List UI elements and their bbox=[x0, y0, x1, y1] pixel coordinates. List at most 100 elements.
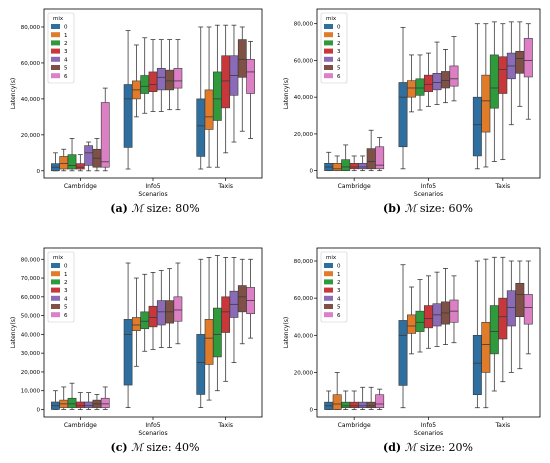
legend-label-c-1: 1 bbox=[64, 272, 68, 278]
legend-swatch-c-5 bbox=[51, 304, 60, 309]
box-a-s4-c0 bbox=[84, 145, 94, 166]
legend-swatch-b-4 bbox=[324, 56, 333, 62]
legend-swatch-a-0 bbox=[51, 24, 60, 29]
box-d-s6-c2 bbox=[523, 294, 533, 325]
legend-label-b-4: 4 bbox=[337, 57, 341, 63]
box-a-s1-c0 bbox=[59, 156, 69, 170]
box-b-s3-c0 bbox=[349, 163, 359, 170]
y-tick-label-d-3: 60,000 bbox=[294, 296, 314, 302]
y-tick-label-d-4: 80,000 bbox=[294, 259, 314, 265]
y-tick-label-a-4: 80,000 bbox=[21, 25, 41, 31]
legend-label-d-4: 4 bbox=[337, 296, 341, 302]
box-d-s6-c0 bbox=[375, 394, 385, 409]
legend-swatch-d-0 bbox=[324, 263, 333, 268]
box-c-s3-c0 bbox=[75, 401, 85, 408]
box-c-s4-c0 bbox=[84, 401, 94, 408]
x-tick-label-d-1: Info5 bbox=[421, 422, 436, 429]
box-d-s3-c1 bbox=[424, 305, 433, 329]
box-a-s6-c0 bbox=[100, 102, 110, 168]
x-tick-label-b-1: Info5 bbox=[421, 183, 436, 190]
box-c-s5-c2 bbox=[237, 285, 247, 313]
legend-label-c-3: 3 bbox=[64, 288, 68, 294]
legend-box-d bbox=[320, 251, 348, 323]
y-tick-label-c-3: 30,000 bbox=[21, 351, 41, 357]
y-tick-label-c-1: 10,000 bbox=[21, 389, 41, 395]
caption-d-symbol: ℳ bbox=[404, 441, 417, 454]
chart-panel-b: 0 20,000 40,000 60,000 80,000 Latency(s) Cambr… bbox=[283, 8, 541, 198]
box-b-s2-c0 bbox=[341, 159, 351, 171]
box-a-s2-c2 bbox=[212, 71, 222, 121]
legend-box-c bbox=[47, 251, 75, 323]
legend-label-c-0: 0 bbox=[64, 264, 68, 270]
x-axis-label-b: Scenarios bbox=[414, 191, 443, 198]
y-tick-label-c-5: 50,000 bbox=[21, 314, 41, 320]
box-a-s5-c2 bbox=[237, 39, 247, 78]
box-c-s2-c2 bbox=[212, 307, 222, 358]
box-c-s1-c2 bbox=[204, 319, 214, 365]
legend-swatch-d-5 bbox=[324, 304, 333, 309]
legend-swatch-a-3 bbox=[51, 48, 60, 54]
caption-a-symbol: ℳ bbox=[131, 202, 144, 215]
box-c-s3-c1 bbox=[148, 305, 158, 328]
box-b-s0-c2 bbox=[472, 96, 482, 157]
x-tick-label-d-0: Cambridge bbox=[338, 422, 371, 429]
box-d-s0-c2 bbox=[472, 334, 482, 396]
legend-swatch-d-4 bbox=[324, 295, 333, 301]
y-axis-label-c: Latency(s) bbox=[10, 317, 17, 349]
chart-panel-c: 0 10,000 20,000 30,000 40,000 50,000 60,000 70,… bbox=[10, 247, 263, 437]
box-b-s6-c2 bbox=[523, 38, 533, 78]
legend-label-a-2: 2 bbox=[64, 41, 68, 47]
y-axis-label-b: Latency(s) bbox=[283, 78, 290, 110]
legend-title-d: mix bbox=[326, 255, 337, 261]
legend-label-d-3: 3 bbox=[337, 288, 341, 294]
legend-label-c-6: 6 bbox=[64, 313, 68, 319]
legend-swatch-d-3 bbox=[324, 287, 333, 293]
box-b-s5-c1 bbox=[441, 71, 450, 89]
box-c-s2-c0 bbox=[67, 397, 77, 408]
box-c-s3-c2 bbox=[221, 296, 231, 333]
legend-swatch-c-4 bbox=[51, 295, 60, 301]
y-tick-label-a-1: 20,000 bbox=[21, 133, 41, 139]
legend-swatch-a-5 bbox=[51, 65, 60, 70]
box-b-s1-c2 bbox=[481, 74, 491, 133]
box-a-s3-c0 bbox=[75, 163, 85, 170]
box-b-s1-c0 bbox=[332, 163, 342, 171]
legend-label-c-2: 2 bbox=[64, 280, 68, 286]
box-a-s4-c1 bbox=[156, 68, 166, 91]
box-b-s6-c1 bbox=[449, 65, 459, 87]
x-axis-label-c: Scenarios bbox=[138, 430, 167, 437]
x-tick-label-d-2: Taxis bbox=[494, 422, 510, 429]
box-d-s0-c1 bbox=[398, 320, 408, 386]
legend-swatch-d-2 bbox=[324, 279, 333, 285]
y-axis-label-a: Latency(s) bbox=[10, 78, 17, 110]
box-a-s0-c2 bbox=[196, 98, 206, 157]
box-a-s5-c1 bbox=[165, 69, 174, 91]
caption-a-label: (a) bbox=[110, 202, 128, 215]
legend-box-a bbox=[47, 12, 75, 84]
legend-label-c-4: 4 bbox=[64, 296, 68, 302]
caption-b-symbol: ℳ bbox=[404, 202, 417, 215]
chart-panel-d: 0 20,000 40,000 60,000 80,000 Latency(s) Cambr… bbox=[283, 247, 541, 437]
legend-swatch-c-6 bbox=[51, 312, 60, 318]
box-d-s3-c2 bbox=[498, 297, 508, 340]
caption-c-label: (c) bbox=[110, 441, 128, 454]
x-tick-label-c-1: Info5 bbox=[145, 422, 160, 429]
box-d-s5-c0 bbox=[366, 401, 376, 409]
box-d-s1-c1 bbox=[407, 314, 416, 334]
legend-label-d-0: 0 bbox=[337, 264, 341, 270]
y-tick-label-c-2: 20,000 bbox=[21, 370, 41, 376]
box-b-s5-c0 bbox=[366, 148, 376, 170]
legend-title-a: mix bbox=[53, 16, 64, 22]
legend-swatch-a-4 bbox=[51, 56, 60, 62]
box-c-s2-c1 bbox=[140, 311, 150, 330]
box-a-s2-c1 bbox=[140, 75, 150, 94]
legend-swatch-a-1 bbox=[51, 32, 60, 38]
box-a-s6-c2 bbox=[246, 59, 255, 94]
legend-swatch-b-2 bbox=[324, 40, 333, 46]
legend-swatch-a-2 bbox=[51, 40, 60, 46]
y-tick-label-b-3: 60,000 bbox=[294, 58, 314, 64]
legend-label-c-5: 5 bbox=[64, 305, 68, 311]
y-tick-label-c-4: 40,000 bbox=[21, 332, 41, 338]
